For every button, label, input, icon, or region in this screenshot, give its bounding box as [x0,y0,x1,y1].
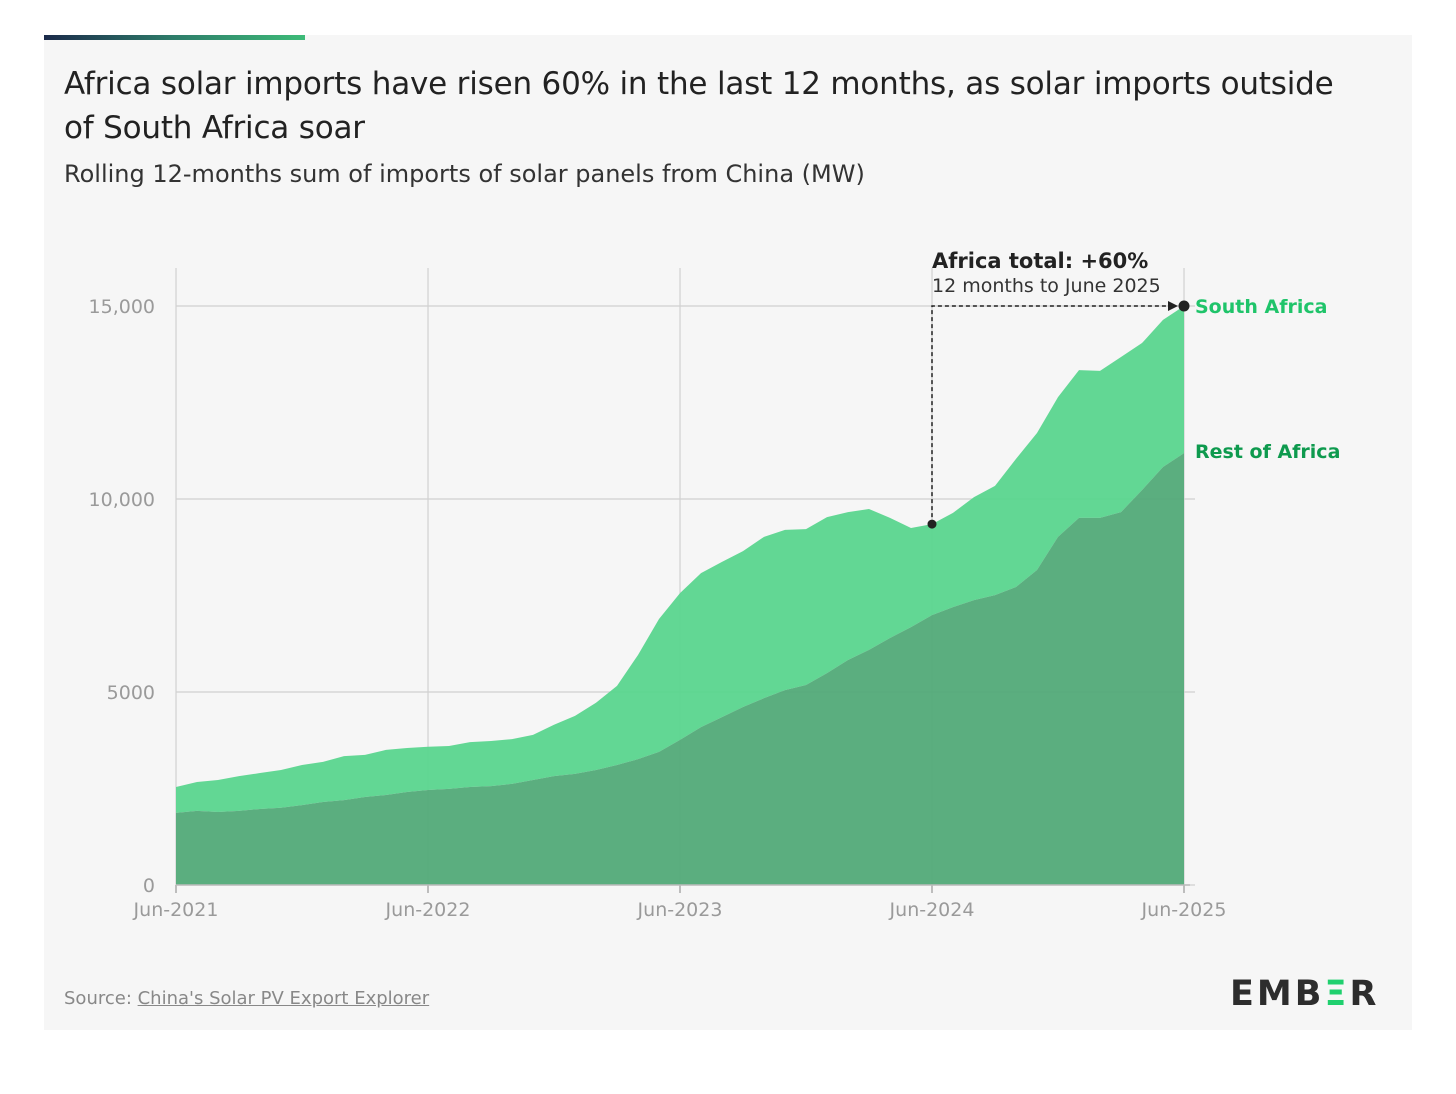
y-tick-label: 15,000 [89,296,155,318]
source-prefix: Source: [64,988,138,1009]
series-label-rest-of-africa: Rest of Africa [1195,441,1340,463]
annotation-connector [931,305,1176,525]
x-tick-label: Jun-2022 [385,899,471,921]
y-tick-label: 10,000 [89,489,155,511]
annotation-title: Africa total: +60% [932,249,1148,273]
series-label-south-africa: South Africa [1195,296,1327,318]
chart-title: Africa solar imports have risen 60% in t… [64,66,1334,146]
y-tick-label: 5000 [107,682,155,704]
area-rest-of-africa [176,453,1184,885]
ember-logo: EMBΞR [1230,974,1380,1014]
y-tick-label: 0 [143,875,155,897]
source-note: Source: China's Solar PV Export Explorer [64,988,429,1009]
chart-subtitle: Rolling 12-months sum of imports of sola… [64,160,865,188]
x-tick-label: Jun-2025 [1141,899,1227,921]
source-link[interactable]: China's Solar PV Export Explorer [137,988,430,1009]
x-tick-label: Jun-2021 [133,899,219,921]
annotation-arrowhead [1168,301,1178,311]
area-south-africa [176,306,1184,813]
annotation-end-dot [1178,300,1190,312]
x-tick-label: Jun-2024 [889,899,975,921]
annotation-start-dot [927,519,937,529]
accent-bar [44,35,305,40]
x-tick-label: Jun-2023 [637,899,723,921]
annotation-text: 12 months to June 2025 [932,275,1161,297]
